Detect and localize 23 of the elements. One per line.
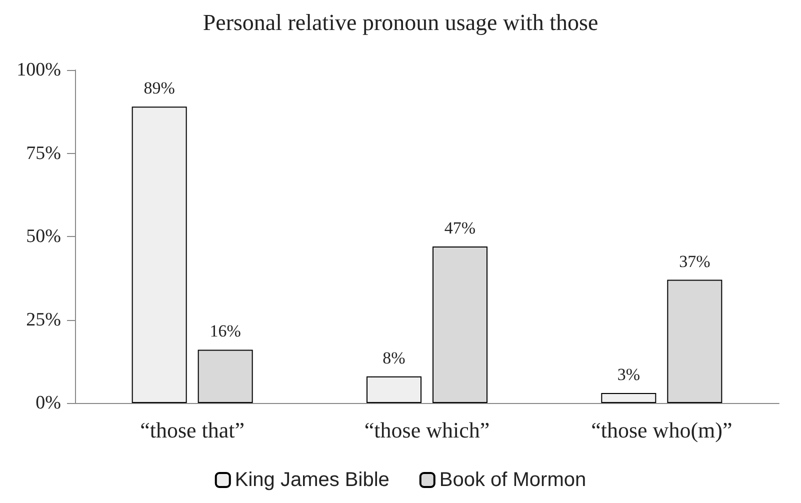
chart-title: Personal relative pronoun usage with those [202,10,598,35]
data-label: 47% [444,218,476,238]
bar [601,393,656,403]
x-tick-label: “those which” [364,418,490,442]
bar [198,350,253,403]
x-tick-label: “those who(m)” [591,418,732,442]
y-tick-label: 50% [26,226,62,247]
y-tick-label: 25% [26,309,62,330]
legend-label: Book of Mormon [439,469,586,491]
data-label: 16% [210,322,241,341]
bar [432,246,488,403]
data-label: 89% [144,78,175,98]
data-label: 8% [382,348,406,368]
y-tick-label: 100% [16,60,62,80]
bar [667,280,722,403]
y-tick-label: 75% [26,142,62,164]
y-tick-label: 0% [36,392,62,414]
x-tick-label: “those that” [140,418,245,442]
legend-label: King James Bible [234,469,390,491]
data-label: 37% [679,252,710,271]
bar [132,106,187,403]
bar [366,376,422,403]
data-label: 3% [617,365,640,384]
